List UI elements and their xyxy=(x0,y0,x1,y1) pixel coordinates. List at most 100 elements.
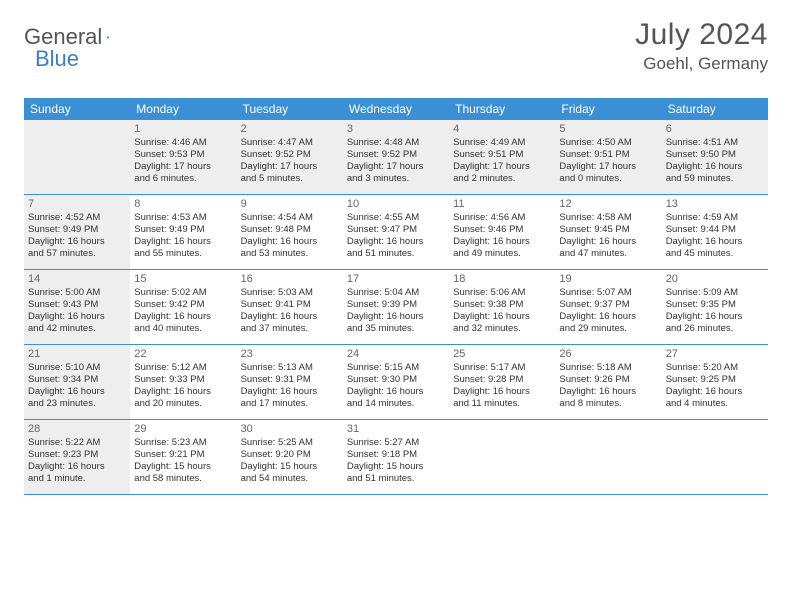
day-daylight1: Daylight: 16 hours xyxy=(134,386,232,398)
day-daylight2: and 0 minutes. xyxy=(559,173,657,185)
day-daylight2: and 14 minutes. xyxy=(347,398,445,410)
day-info: Sunrise: 5:09 AMSunset: 9:35 PMDaylight:… xyxy=(666,287,764,335)
day-info: Sunrise: 4:53 AMSunset: 9:49 PMDaylight:… xyxy=(134,212,232,260)
day-sunset: Sunset: 9:51 PM xyxy=(453,149,551,161)
day-sunrise: Sunrise: 5:13 AM xyxy=(241,362,339,374)
day-daylight1: Daylight: 16 hours xyxy=(241,236,339,248)
day-sunset: Sunset: 9:41 PM xyxy=(241,299,339,311)
day-daylight2: and 54 minutes. xyxy=(241,473,339,485)
day-number: 26 xyxy=(559,348,657,360)
col-thursday: Thursday xyxy=(449,98,555,120)
day-sunset: Sunset: 9:47 PM xyxy=(347,224,445,236)
day-sunrise: Sunrise: 4:51 AM xyxy=(666,137,764,149)
day-sunset: Sunset: 9:51 PM xyxy=(559,149,657,161)
day-daylight2: and 2 minutes. xyxy=(453,173,551,185)
day-number: 16 xyxy=(241,273,339,285)
day-info: Sunrise: 5:06 AMSunset: 9:38 PMDaylight:… xyxy=(453,287,551,335)
day-daylight2: and 3 minutes. xyxy=(347,173,445,185)
day-sunrise: Sunrise: 4:53 AM xyxy=(134,212,232,224)
day-daylight1: Daylight: 16 hours xyxy=(28,236,126,248)
day-number: 29 xyxy=(134,423,232,435)
day-sunrise: Sunrise: 5:25 AM xyxy=(241,437,339,449)
day-daylight2: and 32 minutes. xyxy=(453,323,551,335)
day-sunset: Sunset: 9:30 PM xyxy=(347,374,445,386)
day-sunset: Sunset: 9:28 PM xyxy=(453,374,551,386)
day-number: 18 xyxy=(453,273,551,285)
day-sunrise: Sunrise: 4:48 AM xyxy=(347,137,445,149)
day-info: Sunrise: 5:23 AMSunset: 9:21 PMDaylight:… xyxy=(134,437,232,485)
day-daylight1: Daylight: 16 hours xyxy=(453,386,551,398)
day-sunrise: Sunrise: 4:47 AM xyxy=(241,137,339,149)
day-cell xyxy=(449,420,555,494)
day-info: Sunrise: 4:50 AMSunset: 9:51 PMDaylight:… xyxy=(559,137,657,185)
col-saturday: Saturday xyxy=(662,98,768,120)
day-daylight2: and 5 minutes. xyxy=(241,173,339,185)
day-cell: 29 Sunrise: 5:23 AMSunset: 9:21 PMDayligh… xyxy=(130,420,236,494)
day-daylight1: Daylight: 15 hours xyxy=(241,461,339,473)
day-info: Sunrise: 5:15 AMSunset: 9:30 PMDaylight:… xyxy=(347,362,445,410)
day-sunrise: Sunrise: 4:46 AM xyxy=(134,137,232,149)
day-cell: 19Sunrise: 5:07 AMSunset: 9:37 PMDayligh… xyxy=(555,270,661,344)
day-sunset: Sunset: 9:42 PM xyxy=(134,299,232,311)
day-cell: 12Sunrise: 4:58 AMSunset: 9:45 PMDayligh… xyxy=(555,195,661,269)
day-sunrise: Sunrise: 4:50 AM xyxy=(559,137,657,149)
day-cell: 31Sunrise: 5:27 AMSunset: 9:18 PMDayligh… xyxy=(343,420,449,494)
day-cell xyxy=(662,420,768,494)
day-daylight1: Daylight: 16 hours xyxy=(666,311,764,323)
day-number: 1 xyxy=(134,123,232,135)
day-cell: 16Sunrise: 5:03 AMSunset: 9:41 PMDayligh… xyxy=(237,270,343,344)
day-info: Sunrise: 4:52 AMSunset: 9:49 PMDaylight:… xyxy=(28,212,126,260)
day-daylight1: Daylight: 17 hours xyxy=(453,161,551,173)
day-daylight2: and 49 minutes. xyxy=(453,248,551,260)
col-wednesday: Wednesday xyxy=(343,98,449,120)
day-daylight2: and 51 minutes. xyxy=(347,248,445,260)
day-cell: 13Sunrise: 4:59 AMSunset: 9:44 PMDayligh… xyxy=(662,195,768,269)
calendar: Sunday Monday Tuesday Wednesday Thursday… xyxy=(24,98,768,495)
day-cell: 1Sunrise: 4:46 AMSunset: 9:53 PMDaylight… xyxy=(130,120,236,194)
day-cell: 24Sunrise: 5:15 AMSunset: 9:30 PMDayligh… xyxy=(343,345,449,419)
day-number: 8 xyxy=(134,198,232,210)
day-daylight1: Daylight: 16 hours xyxy=(559,386,657,398)
day-number: 7 xyxy=(28,198,126,210)
day-info: Sunrise: 5:02 AMSunset: 9:42 PMDaylight:… xyxy=(134,287,232,335)
day-sunrise: Sunrise: 4:58 AM xyxy=(559,212,657,224)
day-sunset: Sunset: 9:50 PM xyxy=(666,149,764,161)
day-info: Sunrise: 4:54 AMSunset: 9:48 PMDaylight:… xyxy=(241,212,339,260)
day-cell: 18 Sunrise: 5:06 AMSunset: 9:38 PMDayligh… xyxy=(449,270,555,344)
day-daylight2: and 4 minutes. xyxy=(666,398,764,410)
day-sunrise: Sunrise: 5:18 AM xyxy=(559,362,657,374)
day-daylight1: Daylight: 16 hours xyxy=(559,311,657,323)
day-number: 27 xyxy=(666,348,764,360)
day-sunset: Sunset: 9:46 PM xyxy=(453,224,551,236)
day-daylight1: Daylight: 16 hours xyxy=(453,311,551,323)
day-cell: 20 Sunrise: 5:09 AMSunset: 9:35 PMDayligh… xyxy=(662,270,768,344)
day-number: 23 xyxy=(241,348,339,360)
day-sunset: Sunset: 9:35 PM xyxy=(666,299,764,311)
day-number: 30 xyxy=(241,423,339,435)
day-daylight2: and 51 minutes. xyxy=(347,473,445,485)
day-info: Sunrise: 4:49 AMSunset: 9:51 PMDaylight:… xyxy=(453,137,551,185)
day-sunrise: Sunrise: 5:17 AM xyxy=(453,362,551,374)
day-info: Sunrise: 4:59 AMSunset: 9:44 PMDaylight:… xyxy=(666,212,764,260)
day-number: 11 xyxy=(453,198,551,210)
day-daylight2: and 45 minutes. xyxy=(666,248,764,260)
day-sunset: Sunset: 9:52 PM xyxy=(241,149,339,161)
day-sunset: Sunset: 9:18 PM xyxy=(347,449,445,461)
day-sunset: Sunset: 9:39 PM xyxy=(347,299,445,311)
day-sunset: Sunset: 9:52 PM xyxy=(347,149,445,161)
day-cell: 27Sunrise: 5:20 AMSunset: 9:25 PMDayligh… xyxy=(662,345,768,419)
day-sunrise: Sunrise: 5:06 AM xyxy=(453,287,551,299)
day-number: 20 xyxy=(666,273,764,285)
day-number: 17 xyxy=(347,273,445,285)
week-row: 21Sunrise: 5:10 AMSunset: 9:34 PMDayligh… xyxy=(24,345,768,420)
day-info: Sunrise: 5:17 AMSunset: 9:28 PMDaylight:… xyxy=(453,362,551,410)
day-sunset: Sunset: 9:49 PM xyxy=(134,224,232,236)
day-cell: 26Sunrise: 5:18 AMSunset: 9:26 PMDayligh… xyxy=(555,345,661,419)
day-number: 4 xyxy=(453,123,551,135)
day-daylight1: Daylight: 17 hours xyxy=(241,161,339,173)
day-number: 21 xyxy=(28,348,126,360)
day-daylight1: Daylight: 16 hours xyxy=(241,311,339,323)
day-info: Sunrise: 5:04 AMSunset: 9:39 PMDaylight:… xyxy=(347,287,445,335)
day-daylight1: Daylight: 16 hours xyxy=(241,386,339,398)
day-sunrise: Sunrise: 5:12 AM xyxy=(134,362,232,374)
